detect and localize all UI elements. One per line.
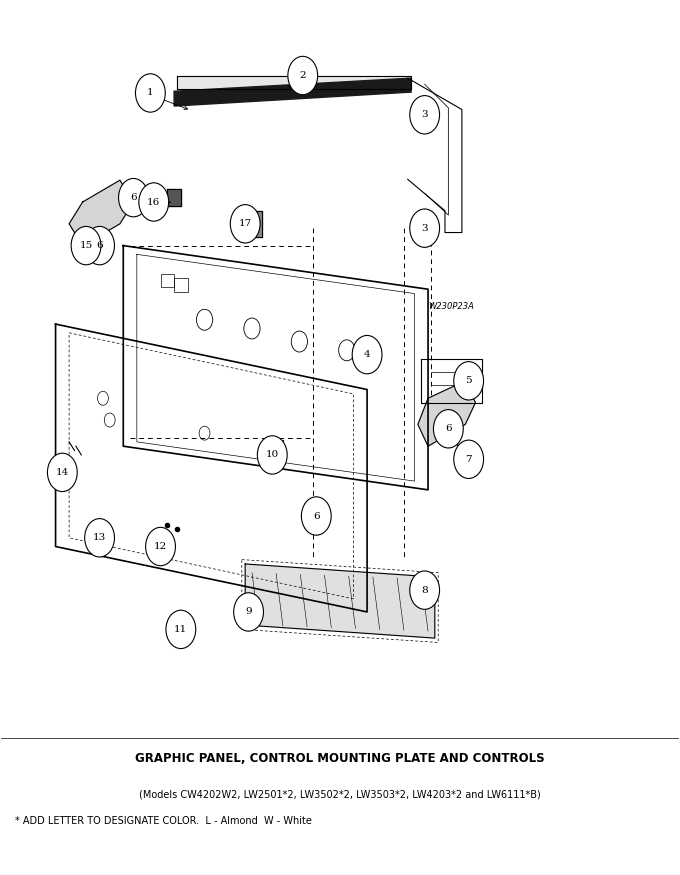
Circle shape <box>454 361 483 400</box>
Text: 10: 10 <box>266 451 279 459</box>
Text: 2: 2 <box>299 71 306 80</box>
Text: 3: 3 <box>422 110 428 119</box>
Text: GRAPHIC PANEL, CONTROL MOUNTING PLATE AND CONTROLS: GRAPHIC PANEL, CONTROL MOUNTING PLATE AN… <box>135 752 545 765</box>
Text: 17: 17 <box>239 220 252 228</box>
Text: 8: 8 <box>422 585 428 595</box>
Circle shape <box>118 178 148 217</box>
Text: 1: 1 <box>147 88 154 97</box>
Text: * ADD LETTER TO DESIGNATE COLOR.  L - Almond  W - White: * ADD LETTER TO DESIGNATE COLOR. L - Alm… <box>15 816 312 826</box>
Circle shape <box>288 56 318 94</box>
Text: 3: 3 <box>422 224 428 233</box>
Polygon shape <box>235 211 262 237</box>
Circle shape <box>234 592 263 631</box>
Text: 16: 16 <box>147 198 160 206</box>
Polygon shape <box>174 78 411 106</box>
Bar <box>160 274 174 288</box>
Polygon shape <box>69 180 133 246</box>
Polygon shape <box>418 381 475 446</box>
Circle shape <box>410 95 439 134</box>
Circle shape <box>71 227 101 265</box>
Circle shape <box>135 74 165 112</box>
Text: W230P23A: W230P23A <box>428 302 474 311</box>
Polygon shape <box>177 75 411 88</box>
Circle shape <box>139 183 169 221</box>
Circle shape <box>85 519 114 557</box>
Text: 5: 5 <box>465 376 472 385</box>
Circle shape <box>410 571 439 609</box>
Text: 11: 11 <box>174 625 188 634</box>
Circle shape <box>146 528 175 566</box>
Text: 6: 6 <box>130 193 137 202</box>
Circle shape <box>410 209 439 248</box>
Text: 9: 9 <box>245 607 252 617</box>
Circle shape <box>48 453 78 492</box>
Text: 7: 7 <box>465 455 472 464</box>
Text: 12: 12 <box>154 542 167 551</box>
Bar <box>174 278 188 292</box>
Circle shape <box>433 410 463 448</box>
Circle shape <box>166 610 196 648</box>
Circle shape <box>352 335 382 374</box>
Circle shape <box>454 440 483 479</box>
Circle shape <box>85 227 114 265</box>
Text: 6: 6 <box>313 512 320 521</box>
Circle shape <box>301 497 331 536</box>
Text: 13: 13 <box>93 533 106 542</box>
Text: 15: 15 <box>80 242 92 250</box>
Text: 4: 4 <box>364 350 371 359</box>
Text: 6: 6 <box>445 424 452 433</box>
Text: 14: 14 <box>56 468 69 477</box>
Polygon shape <box>245 564 435 638</box>
Polygon shape <box>167 189 181 206</box>
Text: 6: 6 <box>97 242 103 250</box>
Text: (Models CW4202W2, LW2501*2, LW3502*2, LW3503*2, LW4203*2 and LW6111*B): (Models CW4202W2, LW2501*2, LW3502*2, LW… <box>139 789 541 800</box>
Circle shape <box>231 205 260 243</box>
Circle shape <box>257 436 287 474</box>
